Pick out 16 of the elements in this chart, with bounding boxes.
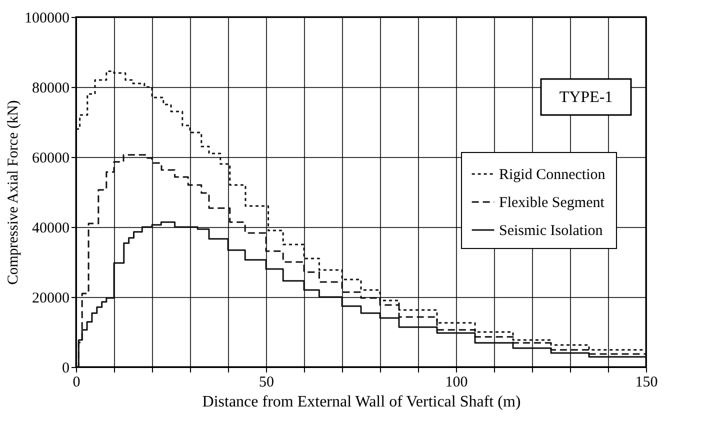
- legend-label: Flexible Segment: [499, 195, 606, 211]
- y-tick-label: 60000: [32, 150, 70, 166]
- x-tick-label: 0: [72, 374, 80, 390]
- y-tick-label: 0: [62, 360, 70, 376]
- annotation: TYPE-1: [559, 89, 613, 106]
- y-axis-title: Compressive Axial Force (kN): [6, 100, 22, 285]
- legend-label: Seismic Isolation: [499, 223, 604, 239]
- y-tick-label: 40000: [32, 220, 70, 236]
- legend-label: Rigid Connection: [499, 167, 606, 183]
- x-tick-label: 100: [445, 374, 468, 390]
- x-axis-title: Distance from External Wall of Vertical Shaft (m): [202, 394, 521, 410]
- y-tick-label: 100000: [24, 10, 70, 26]
- x-tick-label: 150: [635, 374, 658, 390]
- y-tick-label: 20000: [32, 290, 70, 306]
- x-tick-label: 50: [259, 374, 274, 390]
- y-tick-label: 80000: [32, 80, 70, 96]
